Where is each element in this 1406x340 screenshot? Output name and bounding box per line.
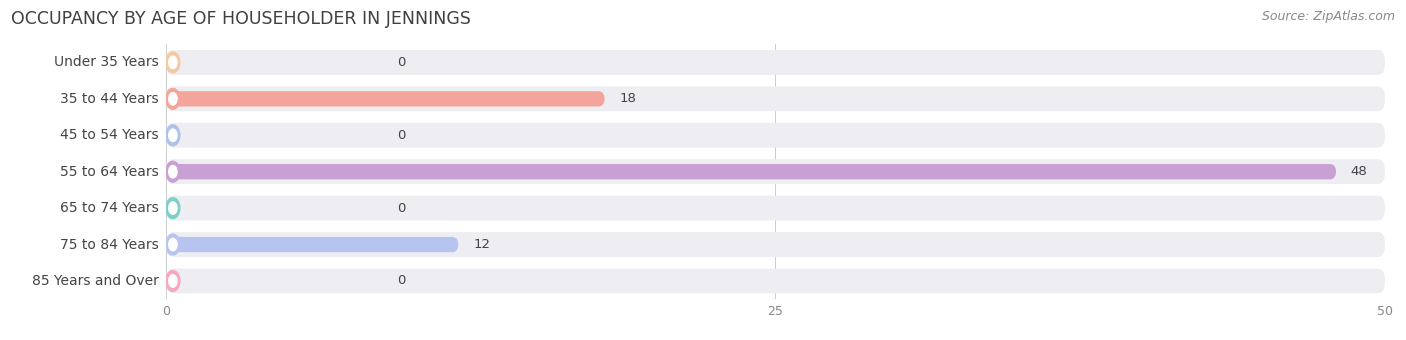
FancyBboxPatch shape bbox=[166, 50, 1385, 75]
Circle shape bbox=[169, 56, 177, 69]
FancyBboxPatch shape bbox=[166, 237, 458, 252]
Text: OCCUPANCY BY AGE OF HOUSEHOLDER IN JENNINGS: OCCUPANCY BY AGE OF HOUSEHOLDER IN JENNI… bbox=[11, 10, 471, 28]
Circle shape bbox=[166, 52, 180, 73]
Text: Under 35 Years: Under 35 Years bbox=[53, 55, 159, 69]
Text: 55 to 64 Years: 55 to 64 Years bbox=[60, 165, 159, 179]
Text: 0: 0 bbox=[398, 274, 406, 288]
Text: 65 to 74 Years: 65 to 74 Years bbox=[60, 201, 159, 215]
Circle shape bbox=[169, 166, 177, 178]
FancyBboxPatch shape bbox=[166, 232, 1385, 257]
Circle shape bbox=[166, 125, 180, 146]
Text: Source: ZipAtlas.com: Source: ZipAtlas.com bbox=[1261, 10, 1395, 23]
Text: 0: 0 bbox=[398, 56, 406, 69]
Circle shape bbox=[166, 161, 180, 182]
Text: 85 Years and Over: 85 Years and Over bbox=[32, 274, 159, 288]
FancyBboxPatch shape bbox=[166, 86, 1385, 111]
Text: 0: 0 bbox=[398, 202, 406, 215]
Circle shape bbox=[169, 275, 177, 287]
FancyBboxPatch shape bbox=[166, 123, 1385, 148]
Circle shape bbox=[166, 234, 180, 255]
Circle shape bbox=[169, 92, 177, 105]
Text: 12: 12 bbox=[472, 238, 491, 251]
FancyBboxPatch shape bbox=[166, 269, 1385, 293]
FancyBboxPatch shape bbox=[166, 164, 1336, 180]
Circle shape bbox=[169, 129, 177, 141]
Text: 48: 48 bbox=[1351, 165, 1368, 178]
Text: 35 to 44 Years: 35 to 44 Years bbox=[60, 92, 159, 106]
Text: 18: 18 bbox=[620, 92, 637, 105]
Text: 45 to 54 Years: 45 to 54 Years bbox=[60, 128, 159, 142]
Text: 0: 0 bbox=[398, 129, 406, 142]
FancyBboxPatch shape bbox=[166, 159, 1385, 184]
Text: 75 to 84 Years: 75 to 84 Years bbox=[60, 238, 159, 252]
Circle shape bbox=[169, 238, 177, 251]
Circle shape bbox=[166, 198, 180, 219]
Circle shape bbox=[169, 202, 177, 215]
Circle shape bbox=[166, 271, 180, 291]
FancyBboxPatch shape bbox=[166, 91, 605, 106]
FancyBboxPatch shape bbox=[166, 196, 1385, 221]
Circle shape bbox=[166, 88, 180, 109]
